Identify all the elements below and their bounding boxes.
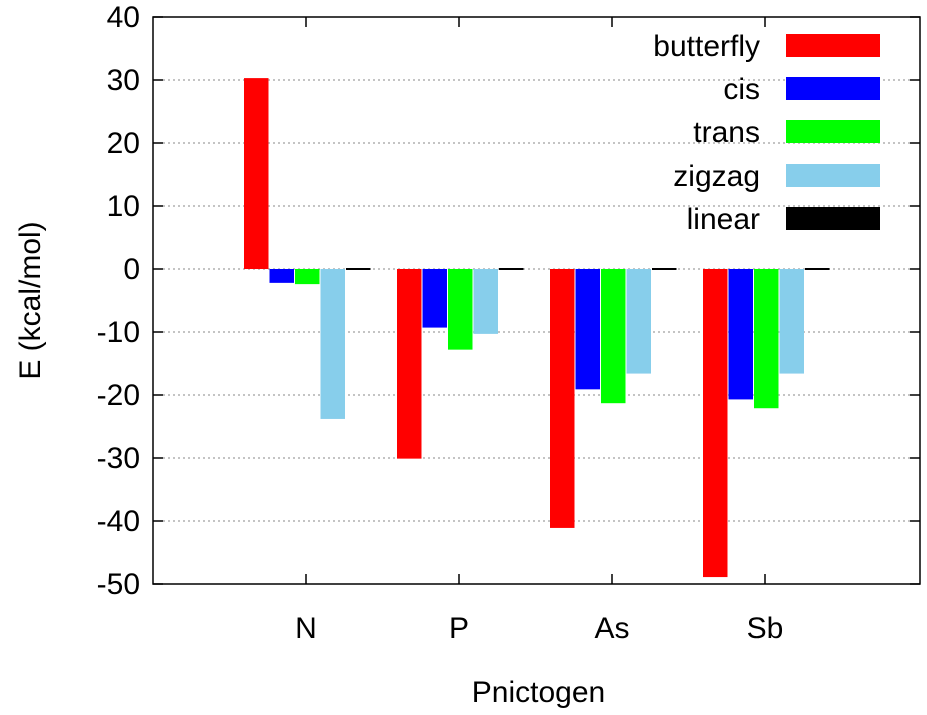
x-tick-label: Sb <box>747 612 784 645</box>
bar-butterfly-P <box>397 269 422 459</box>
legend-swatch-butterfly <box>786 34 880 57</box>
bar-butterfly-Sb <box>703 269 728 578</box>
legend-label-linear: linear <box>687 203 760 236</box>
legend-label-trans: trans <box>693 116 760 149</box>
bars <box>244 78 830 578</box>
y-tick-label: -20 <box>97 379 140 412</box>
bar-trans-As <box>601 269 626 404</box>
bar-zigzag-As <box>626 269 651 374</box>
bar-trans-Sb <box>754 269 779 409</box>
x-tick-label: P <box>449 612 469 645</box>
legend: butterfly cis trans zigzag linear <box>653 30 880 236</box>
axis-ticks: 40 30 20 10 0 -10 -20 -30 -40 -50 N P As Sb <box>97 1 920 645</box>
bar-linear-P <box>499 268 524 270</box>
y-tick-label: 20 <box>107 127 140 160</box>
bar-cis-As <box>575 269 600 390</box>
x-tick-label: As <box>594 612 629 645</box>
legend-swatch-linear <box>786 207 880 230</box>
bar-linear-N <box>346 268 371 270</box>
x-tick-label: N <box>295 612 317 645</box>
bar-cis-N <box>269 269 294 283</box>
legend-label-zigzag: zigzag <box>673 160 760 193</box>
bar-zigzag-P <box>473 269 498 334</box>
x-axis-title: Pnictogen <box>472 676 605 709</box>
bar-linear-Sb <box>805 268 830 270</box>
bar-butterfly-As <box>550 269 575 528</box>
y-tick-label: 30 <box>107 64 140 97</box>
y-tick-label: 10 <box>107 190 140 223</box>
bar-zigzag-Sb <box>779 269 804 374</box>
legend-swatch-cis <box>786 77 880 100</box>
y-tick-label: -50 <box>97 568 140 601</box>
bar-cis-P <box>422 269 447 328</box>
y-tick-label: 0 <box>123 253 140 286</box>
bar-trans-N <box>295 269 320 285</box>
bar-butterfly-N <box>244 78 269 269</box>
y-tick-label: -40 <box>97 505 140 538</box>
bar-trans-P <box>448 269 473 350</box>
legend-swatch-zigzag <box>786 164 880 187</box>
y-tick-label: -10 <box>97 316 140 349</box>
plot-frame <box>152 16 921 585</box>
y-axis-title: E (kcal/mol) <box>14 221 47 379</box>
y-tick-label: -30 <box>97 442 140 475</box>
bar-cis-Sb <box>728 269 753 400</box>
legend-label-butterfly: butterfly <box>653 30 760 63</box>
bar-linear-As <box>652 268 677 270</box>
bar-zigzag-N <box>320 269 345 419</box>
y-tick-label: 40 <box>107 1 140 34</box>
legend-label-cis: cis <box>723 73 760 106</box>
legend-swatch-trans <box>786 120 880 143</box>
